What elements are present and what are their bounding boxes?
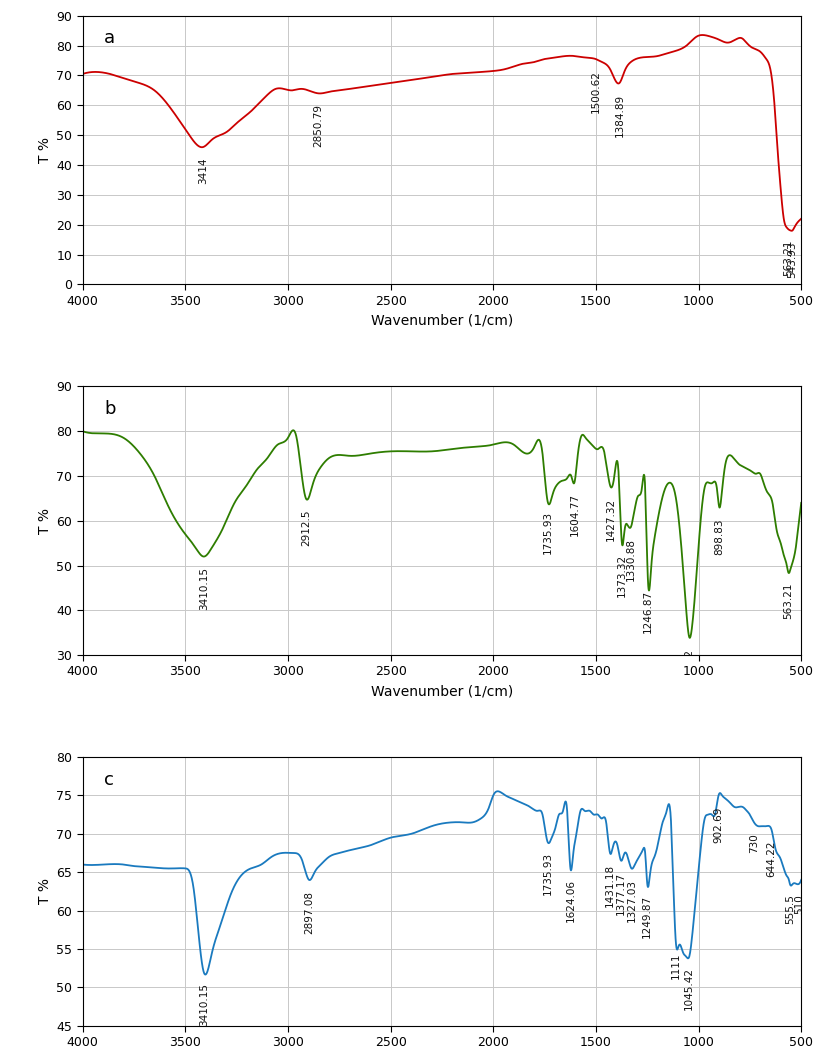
Text: 2912.5: 2912.5 [301,509,311,546]
Text: b: b [104,400,116,418]
Text: 1384.89: 1384.89 [615,94,624,137]
Text: 1735.93: 1735.93 [543,511,553,554]
Text: 1045.42: 1045.42 [684,648,694,691]
Text: 1249.87: 1249.87 [643,894,653,937]
Text: 1373.32: 1373.32 [617,553,627,596]
Text: 563.21: 563.21 [783,583,793,620]
Text: 1327.03: 1327.03 [626,879,636,923]
Text: 1427.32: 1427.32 [605,498,616,541]
Text: 510: 510 [794,894,805,914]
Text: 543.93: 543.93 [787,241,797,278]
Text: 2897.08: 2897.08 [304,891,314,933]
Text: 1111: 1111 [671,952,681,978]
Text: 1377.17: 1377.17 [616,871,626,914]
Text: 1045.42: 1045.42 [684,968,694,1010]
X-axis label: Wavenumber (1/cm): Wavenumber (1/cm) [371,313,513,327]
Text: 644.22: 644.22 [767,841,776,877]
Text: 2850.79: 2850.79 [314,104,324,147]
Text: a: a [104,29,116,47]
Text: 1624.06: 1624.06 [566,879,576,923]
Text: 3410.15: 3410.15 [199,567,209,610]
Y-axis label: T %: T % [38,508,52,533]
Text: 3414: 3414 [198,158,208,184]
Text: 902.69: 902.69 [714,806,724,843]
Text: 1330.88: 1330.88 [625,539,636,581]
Text: 1735.93: 1735.93 [543,852,553,895]
Y-axis label: T %: T % [38,137,52,163]
Y-axis label: T %: T % [38,878,52,905]
Text: 555.5: 555.5 [785,894,795,925]
Text: 563.21: 563.21 [783,240,793,277]
Text: 3410.15: 3410.15 [199,983,209,1026]
X-axis label: Wavenumber (1/cm): Wavenumber (1/cm) [371,684,513,699]
Text: 898.83: 898.83 [714,518,724,554]
Text: 1500.62: 1500.62 [591,69,601,113]
Text: 1604.77: 1604.77 [569,493,579,537]
Text: c: c [104,770,114,789]
Text: 1431.18: 1431.18 [605,864,615,907]
Text: 730: 730 [749,833,759,853]
Text: 1246.87: 1246.87 [643,590,653,633]
